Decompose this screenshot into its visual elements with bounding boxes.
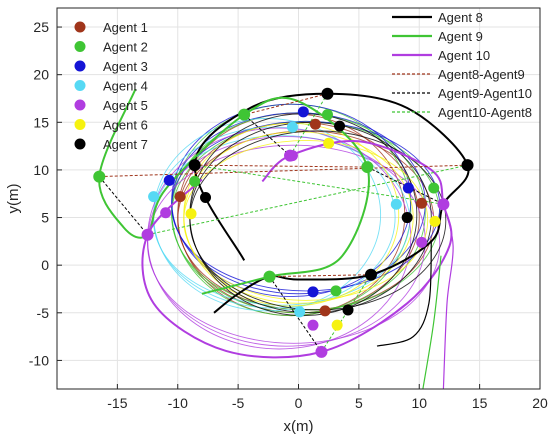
marker-agent-3 [402,182,414,194]
marker-agent-2 [428,182,440,194]
legend-label-agent8-agent9: Agent8-Agent9 [438,67,525,82]
y-tick-label: 10 [33,162,49,178]
x-tick-label: 5 [355,395,363,411]
y-tick-label: 5 [41,210,49,226]
marker-agent-10 [141,228,154,241]
marker-agent-4 [286,121,298,133]
marker-agent-3 [307,286,319,298]
legend-label-agent-10: Agent 10 [438,48,490,63]
legend-marker-agent-3 [74,60,86,72]
marker-agent-2 [330,285,342,297]
marker-agent-7 [200,192,212,204]
legend-agents-8-10: Agent 8 Agent 9 Agent 10 Agent8-Agent9 Agent… [392,10,532,120]
orbit-agent-5 [147,144,441,344]
y-axis-label: y(m) [5,184,22,214]
x-tick-label: -15 [107,395,127,411]
marker-agent-9 [93,170,106,183]
formation-triangles [98,93,468,353]
edge-agent8-agent9 [194,164,368,168]
x-tick-label: 10 [411,395,427,411]
marker-agent-4 [148,191,160,203]
edge-agent10-agent8 [147,164,468,236]
y-tick-label: -5 [37,305,50,321]
x-tick-label: 15 [472,395,488,411]
x-tick-label: -5 [232,395,245,411]
legend-label-agent10-agent8: Agent10-Agent8 [438,105,532,120]
y-tick-label: 0 [41,257,49,273]
marker-agent-2 [321,109,333,121]
edge-agent8-agent9 [244,93,328,116]
marker-agent-6 [185,208,197,220]
legend-marker-agent-1 [74,21,86,33]
legend-label-agent9-agent10: Agent9-Agent10 [438,86,532,101]
legend-label-agent-7: Agent 7 [103,137,148,152]
marker-agent-10 [315,345,328,358]
marker-agent-9 [238,108,251,121]
agent-9-tail [422,255,442,390]
orbit-agent-6 [183,139,429,301]
agent-markers [93,87,474,358]
legend-agents-1-7: Agent 1 Agent 2 Agent 3 Agent 4 Agent 5 Agent… [74,20,148,152]
y-tick-label: 20 [33,67,49,83]
axis-ticks: -15 -10 -5 0 5 10 15 20 -10 -5 0 5 10 15 20 25 [29,19,548,411]
edge-agent10-agent8 [289,93,328,156]
marker-agent-8 [321,87,334,100]
marker-agent-10 [284,149,297,162]
legend-label-agent-2: Agent 2 [103,40,148,55]
legend-label-agent-3: Agent 3 [103,59,148,74]
y-tick-label: 25 [33,19,49,35]
y-tick-label: -10 [29,352,49,368]
legend-label-agent-1: Agent 1 [103,20,148,35]
marker-agent-1 [319,305,331,317]
marker-agent-7 [334,120,346,132]
marker-agent-3 [297,106,309,118]
edge-agent9-agent10 [98,176,148,236]
legend-label-agent-4: Agent 4 [103,79,148,94]
legend-marker-agent-2 [74,41,86,52]
agent-10-tail [442,204,454,390]
edge-agent8-agent9 [269,274,371,278]
marker-agent-8 [188,159,201,172]
marker-agent-5 [416,236,428,248]
marker-agent-8 [461,159,474,172]
marker-agent-4 [294,306,306,318]
marker-agent-6 [331,319,343,331]
marker-agent-5 [160,207,172,219]
edge-agent9-agent10 [243,114,291,157]
marker-agent-1 [416,197,428,209]
marker-agent-8 [364,268,377,281]
agent-10-path [141,139,453,359]
marker-agent-6 [429,215,441,227]
x-axis-label: x(m) [284,418,314,435]
x-tick-label: 0 [295,395,303,411]
marker-agent-5 [307,319,319,331]
legend-marker-agent-6 [74,119,86,130]
x-tick-label: -10 [168,395,188,411]
legend-label-agent-6: Agent 6 [103,118,148,133]
y-tick-label: 15 [33,114,49,130]
agent-8-tail [376,241,432,347]
marker-agent-6 [323,137,335,149]
marker-agent-9 [263,270,276,283]
edge-agent10-agent8 [194,164,444,205]
legend-label-agent-8: Agent 8 [438,10,483,25]
legend-label-agent-5: Agent 5 [103,98,148,113]
marker-agent-4 [390,198,402,210]
legend-marker-agent-5 [74,99,86,111]
legend-marker-agent-4 [74,80,86,91]
marker-agent-1 [174,191,186,203]
marker-agent-2 [189,175,201,187]
marker-agent-9 [361,161,374,174]
marker-agent-10 [437,198,450,211]
x-tick-label: 20 [532,395,548,411]
marker-agent-7 [401,212,413,224]
marker-agent-3 [163,174,175,186]
legend-marker-agent-7 [74,138,86,150]
edge-agent8-agent9 [99,164,468,178]
marker-agent-7 [342,304,354,316]
legend-label-agent-9: Agent 9 [438,29,483,44]
orbit-agent-7 [189,130,447,311]
marker-agent-1 [309,118,321,130]
